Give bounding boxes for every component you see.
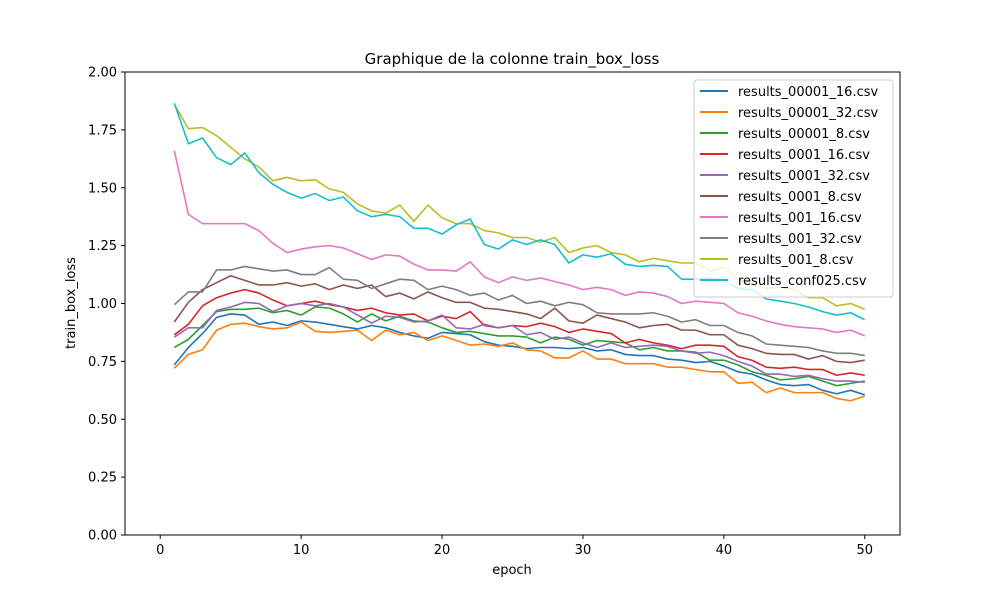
legend: results_00001_16.csv results_00001_32.csv… bbox=[693, 79, 894, 298]
y-tick-label: 0.00 bbox=[88, 529, 117, 544]
y-tick-label: 0.50 bbox=[88, 413, 117, 428]
legend-label: results_00001_32.csv bbox=[738, 106, 879, 121]
series-line-8 bbox=[173, 265, 865, 357]
chart-title: Graphique de la colonne train_box_loss bbox=[365, 50, 660, 69]
y-axis-label: train_box_loss bbox=[64, 257, 79, 349]
legend-label: results_conf025.csv bbox=[738, 274, 867, 289]
legend-label: results_00001_16.csv bbox=[738, 85, 879, 100]
legend-label: results_001_8.csv bbox=[738, 253, 854, 268]
x-tick-label: 20 bbox=[434, 543, 451, 558]
x-tick-label: 30 bbox=[575, 543, 592, 558]
series-line-7 bbox=[173, 150, 866, 337]
legend-box bbox=[693, 79, 894, 298]
y-tick-label: 1.75 bbox=[88, 123, 117, 138]
series-line-3 bbox=[173, 306, 865, 387]
y-tick-label: 2.00 bbox=[88, 66, 117, 81]
x-tick-label: 40 bbox=[716, 543, 733, 558]
series-line-5 bbox=[173, 301, 865, 384]
legend-label: results_0001_16.csv bbox=[738, 148, 870, 163]
legend-label: results_00001_8.csv bbox=[738, 127, 870, 142]
legend-label: results_0001_32.csv bbox=[738, 169, 870, 184]
x-tick-label: 50 bbox=[856, 543, 873, 558]
x-axis: 0 10 20 30 40 50 bbox=[156, 535, 873, 558]
y-tick-label: 1.25 bbox=[88, 239, 117, 254]
series-line-1 bbox=[173, 313, 866, 396]
series-line-2 bbox=[173, 321, 866, 402]
y-tick-label: 0.25 bbox=[88, 471, 117, 486]
x-axis-label: epoch bbox=[492, 563, 532, 578]
y-axis: 0.00 0.25 0.50 0.75 1.00 1.25 1.50 1.75 2.00 bbox=[88, 66, 125, 544]
legend-label: results_001_16.csv bbox=[738, 211, 862, 226]
legend-label: results_001_32.csv bbox=[738, 232, 862, 247]
x-tick-label: 0 bbox=[156, 543, 164, 558]
y-tick-label: 1.00 bbox=[88, 297, 117, 312]
legend-label: results_0001_8.csv bbox=[738, 190, 862, 205]
series-line-6 bbox=[173, 274, 865, 364]
y-tick-label: 0.75 bbox=[88, 355, 117, 370]
x-tick-label: 10 bbox=[293, 543, 310, 558]
y-tick-label: 1.50 bbox=[88, 181, 117, 196]
